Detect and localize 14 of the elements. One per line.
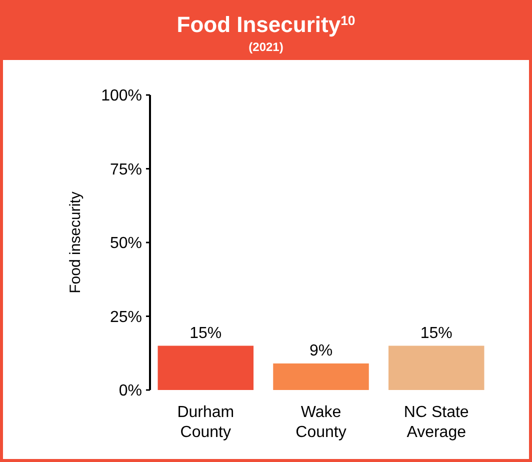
y-axis-title: Food insecurity (67, 191, 84, 294)
y-tick-label: 50% (110, 235, 142, 252)
data-label: 15% (190, 324, 222, 342)
x-tick-label: NC State Average (404, 404, 469, 441)
x-tick-label: Wake County (296, 404, 346, 441)
y-tick-label: 75% (110, 161, 142, 178)
y-tick-label: 25% (110, 308, 142, 326)
y-tick-label: 100% (101, 88, 142, 105)
data-label: 15% (420, 324, 452, 342)
chart-title: Food Insecurity$^{10}$ (176, 12, 356, 37)
y-tick-label: 0% (118, 382, 142, 400)
chart-subtitle: (2021) (248, 40, 284, 54)
data-label: 9% (309, 342, 333, 360)
x-tick-label: Durham County (177, 404, 234, 441)
